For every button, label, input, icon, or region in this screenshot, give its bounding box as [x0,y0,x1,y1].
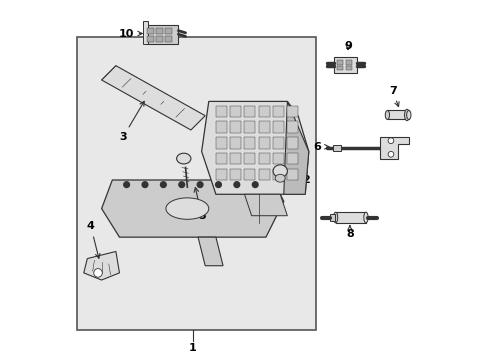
Text: 3: 3 [119,101,144,142]
Bar [287,106,298,117]
Bar [77,37,315,330]
Text: 5: 5 [194,188,205,221]
Circle shape [197,182,203,188]
Polygon shape [380,137,408,158]
Bar [287,121,298,133]
Bar [258,137,269,149]
Bar [216,137,226,149]
Circle shape [252,182,258,188]
Bar [287,168,298,180]
Polygon shape [102,180,283,237]
Circle shape [234,182,239,188]
Bar [165,28,171,34]
Bar [244,137,255,149]
Circle shape [142,182,147,188]
Bar [216,106,226,117]
Bar [244,121,255,133]
Polygon shape [283,102,308,194]
Polygon shape [83,251,119,280]
Polygon shape [201,102,308,194]
Circle shape [179,182,184,188]
Text: 8: 8 [346,225,353,239]
Bar [244,106,255,117]
Bar [335,212,365,223]
Bar [386,111,408,119]
Bar [216,121,226,133]
Bar [244,168,255,180]
Text: 7: 7 [388,86,398,107]
Ellipse shape [385,111,389,120]
Bar [258,121,269,133]
Bar [230,168,241,180]
Bar [216,168,226,180]
Text: 2: 2 [288,171,309,185]
Bar [272,168,283,180]
Bar [142,21,148,44]
Ellipse shape [333,212,337,223]
Circle shape [215,182,221,188]
Bar [258,153,269,164]
Text: 10: 10 [118,28,142,39]
Bar [287,153,298,164]
Circle shape [387,138,393,144]
Bar [272,137,283,149]
Bar [230,137,241,149]
Bar [230,121,241,133]
Bar [258,106,269,117]
Polygon shape [244,194,287,216]
Bar [272,121,283,133]
Circle shape [160,182,166,188]
Text: 1: 1 [188,343,196,353]
Bar [230,106,241,117]
Bar [156,28,163,34]
Ellipse shape [272,165,287,177]
Bar [332,145,340,151]
Bar [216,153,226,164]
Bar [272,106,283,117]
Bar [230,153,241,164]
Bar [146,24,178,44]
Ellipse shape [363,212,367,223]
Bar [333,57,356,73]
Polygon shape [198,237,223,266]
Bar [272,153,283,164]
Ellipse shape [404,109,408,121]
Ellipse shape [275,174,285,182]
Text: 4: 4 [87,221,100,258]
Bar [287,137,298,149]
Bar [244,153,255,164]
Bar [156,36,163,42]
Bar [345,66,351,70]
Bar [336,66,343,70]
Bar [336,60,343,64]
Text: 6: 6 [313,142,328,152]
Ellipse shape [176,153,190,164]
Bar [147,36,153,42]
Text: 9: 9 [344,41,351,51]
Ellipse shape [406,111,410,120]
Circle shape [123,182,129,188]
Circle shape [94,269,102,277]
Polygon shape [102,66,205,130]
Bar [345,60,351,64]
Bar [147,28,153,34]
Ellipse shape [165,198,208,219]
Bar [329,214,334,221]
Bar [258,168,269,180]
Circle shape [387,152,393,157]
Bar [165,36,171,42]
